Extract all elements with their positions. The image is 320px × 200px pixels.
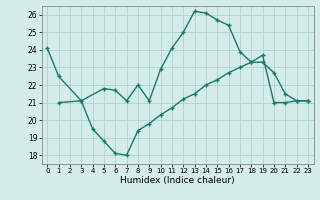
X-axis label: Humidex (Indice chaleur): Humidex (Indice chaleur) — [120, 176, 235, 185]
